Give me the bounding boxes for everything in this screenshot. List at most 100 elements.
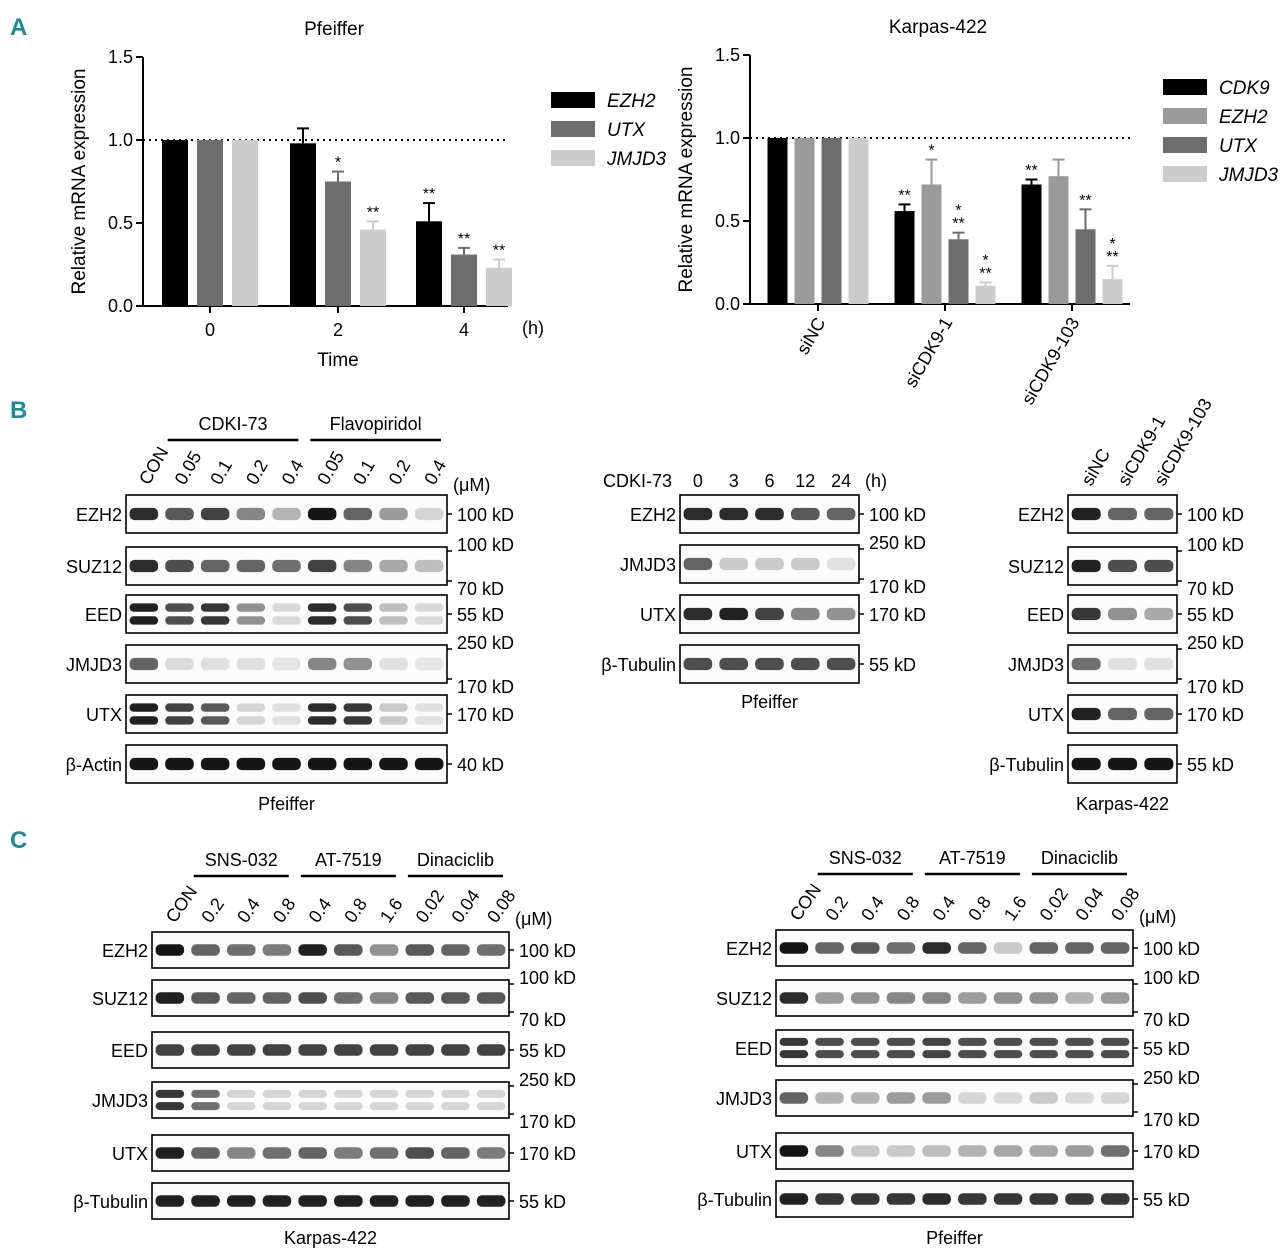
protein-label: β-Tubulin <box>601 655 676 675</box>
band <box>922 942 951 954</box>
significance-mark: ** <box>1025 163 1037 180</box>
band <box>826 607 856 621</box>
lane-label: 3 <box>729 471 739 491</box>
band <box>155 1089 185 1098</box>
significance-mark: * <box>335 155 341 172</box>
band <box>414 716 444 725</box>
lane-label: 0.8 <box>964 892 995 924</box>
group-label-dinaciclib: Dinaciclib <box>1041 848 1118 868</box>
band <box>405 1147 435 1159</box>
group-label-dinaciclib: Dinaciclib <box>417 850 494 870</box>
band <box>129 603 159 612</box>
band <box>755 657 784 671</box>
band <box>826 557 856 571</box>
blot-caption: Karpas-422 <box>284 1228 377 1248</box>
protein-label: UTX <box>640 605 676 625</box>
bar-ezh2-0 <box>162 140 188 306</box>
x-tick-label: 4 <box>459 320 469 340</box>
band <box>1100 1092 1130 1104</box>
x-tick-label: 0 <box>205 320 215 340</box>
band <box>476 1089 506 1098</box>
band <box>441 944 470 956</box>
band <box>1144 559 1174 573</box>
band <box>993 992 1023 1004</box>
band <box>1071 707 1101 721</box>
band <box>343 559 373 573</box>
band <box>922 1050 951 1059</box>
bar-utx-0 <box>197 140 223 306</box>
band <box>850 942 880 954</box>
protein-label: SUZ12 <box>92 989 148 1009</box>
legend-swatch-utx <box>551 121 595 137</box>
band <box>779 1050 809 1059</box>
significance-mark: ** <box>898 187 910 204</box>
bar-utx-sicdk9-1 <box>948 239 969 304</box>
band <box>405 1044 435 1056</box>
band <box>200 603 230 612</box>
size-marker: 100 kD <box>519 941 576 961</box>
blot-frame <box>151 1081 510 1119</box>
band <box>790 607 820 621</box>
band <box>476 944 506 956</box>
size-marker: 100 kD <box>457 535 514 555</box>
size-marker: 170 kD <box>869 577 926 597</box>
y-tick-label: 0.0 <box>108 296 133 316</box>
band <box>922 1145 951 1157</box>
protein-label: SUZ12 <box>716 989 772 1009</box>
band <box>993 1037 1023 1046</box>
significance-mark: * <box>928 143 934 160</box>
band <box>165 657 194 671</box>
legend-swatch-utx <box>1163 137 1207 153</box>
band <box>334 1089 363 1098</box>
bar-utx-2 <box>325 181 351 306</box>
band <box>307 657 337 671</box>
band <box>129 616 159 625</box>
band <box>815 1145 844 1157</box>
band <box>262 1147 292 1159</box>
band <box>334 1147 363 1159</box>
protein-label: β-Tubulin <box>73 1192 148 1212</box>
protein-label: EZH2 <box>630 505 676 525</box>
band <box>922 992 951 1004</box>
band <box>379 603 408 612</box>
significance-mark: ** <box>952 216 964 233</box>
band <box>476 1195 506 1207</box>
band <box>476 1102 506 1111</box>
legend-swatch-cdk9 <box>1163 79 1207 95</box>
size-marker: 100 kD <box>519 968 576 988</box>
bar-cdk9-sicdk9-103 <box>1021 184 1042 304</box>
size-marker: 70 kD <box>457 579 504 599</box>
band <box>958 1037 987 1046</box>
panel-label-c: C <box>10 827 27 854</box>
legend-swatch-ezh2 <box>1163 108 1207 124</box>
group-label-sns-032: SNS-032 <box>829 848 902 868</box>
band <box>307 603 337 612</box>
y-axis-label: Relative mRNA expression <box>69 69 90 295</box>
band <box>1065 1092 1094 1104</box>
band <box>886 1050 916 1059</box>
band <box>815 1092 844 1104</box>
band <box>1107 657 1138 671</box>
legend-label-jmjd3: JMJD3 <box>1218 165 1279 186</box>
band <box>1100 1145 1130 1157</box>
band <box>307 703 337 712</box>
band <box>343 603 373 612</box>
band <box>165 616 194 625</box>
band <box>129 507 159 521</box>
blot-row-jmjd3: JMJD3 250 kD 170 kD <box>1008 633 1244 697</box>
band <box>779 992 809 1004</box>
blot-row-tubulin: β-Tubulin 55 kD <box>73 1182 566 1220</box>
band <box>993 1092 1023 1104</box>
size-marker: 100 kD <box>869 505 926 525</box>
band <box>779 942 809 954</box>
band <box>272 703 301 712</box>
bar-jmjd3-sicdk9-103 <box>1102 279 1123 304</box>
band <box>343 507 373 521</box>
size-marker: 55 kD <box>869 655 916 675</box>
band <box>272 616 301 625</box>
size-marker: 55 kD <box>519 1041 566 1061</box>
band <box>298 1044 327 1056</box>
band <box>272 559 301 573</box>
group-label-at-7519: AT-7519 <box>315 850 382 870</box>
band <box>993 1193 1023 1205</box>
